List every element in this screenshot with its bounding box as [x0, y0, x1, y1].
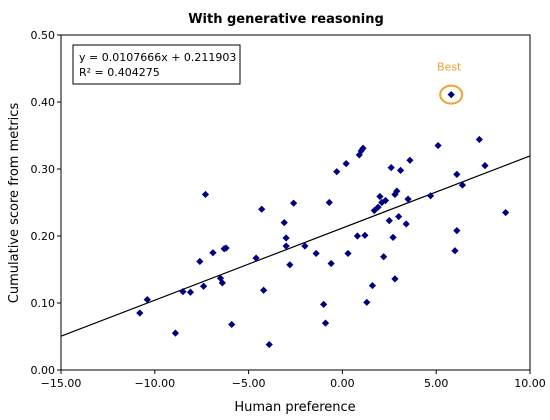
y-tick-label: 0.20 [31, 230, 56, 243]
y-tick-label: 0.40 [31, 96, 56, 109]
data-point [406, 156, 414, 164]
x-axis-ticks: −15.00 −10.00 −5.00 0.00 5.00 10.00 [41, 370, 546, 390]
y-tick-label: 0.50 [31, 29, 56, 42]
trendline [60, 155, 531, 337]
x-axis-label: Human preference [234, 400, 355, 415]
y-axis-ticks: 0.00 0.10 0.20 0.30 0.40 0.50 [31, 29, 61, 377]
data-point [361, 231, 369, 239]
data-point [380, 253, 388, 261]
y-tick-label: 0.30 [31, 163, 56, 176]
data-point [475, 135, 483, 144]
data-point [216, 274, 225, 282]
y-tick-label: 0.10 [31, 297, 56, 310]
data-point [321, 319, 330, 327]
data-point [385, 216, 393, 225]
data-point [426, 192, 435, 200]
data-point [434, 141, 442, 150]
data-point [453, 227, 461, 235]
data-point [453, 170, 461, 178]
data-point [381, 196, 390, 205]
data-point [481, 162, 489, 170]
data-point [389, 233, 397, 241]
data-point [222, 244, 230, 252]
data-point [199, 282, 208, 290]
data-point [282, 234, 290, 242]
data-point [301, 242, 309, 250]
chart-title: With generative reasoning [188, 12, 384, 27]
best-highlight-circle [439, 84, 464, 105]
data-point [357, 147, 365, 155]
data-point [171, 329, 180, 337]
data-point [402, 220, 410, 228]
x-tick-label: −5.00 [232, 377, 266, 390]
regression-equation-box: y = 0.0107666x + 0.211903 R² = 0.404275 [72, 44, 241, 85]
data-point [179, 288, 187, 296]
x-tick-label: −10.00 [134, 377, 175, 390]
data-point [391, 190, 399, 199]
best-annotation: Best [437, 61, 464, 105]
data-point [451, 247, 459, 255]
data-point [325, 198, 333, 207]
equation-frame [72, 44, 241, 85]
y-tick-label: 0.00 [31, 364, 56, 377]
data-point [286, 261, 294, 269]
data-point [320, 300, 328, 308]
data-point [209, 249, 217, 257]
data-point [333, 168, 341, 176]
data-point [280, 219, 288, 227]
data-point [136, 309, 144, 317]
data-point [327, 259, 335, 268]
data-point [201, 190, 210, 199]
best-label: Best [437, 61, 462, 74]
data-point [395, 212, 403, 221]
data-point [378, 198, 386, 207]
data-point [376, 192, 384, 201]
data-point [502, 208, 510, 217]
data-point [312, 249, 320, 258]
data-point [396, 166, 405, 174]
r-squared-line: R² = 0.404275 [79, 66, 160, 79]
equation-line: y = 0.0107666x + 0.211903 [79, 51, 236, 64]
data-point [252, 254, 260, 262]
data-point [342, 160, 350, 168]
data-point [344, 249, 352, 258]
data-point [265, 340, 273, 349]
data-point [393, 187, 401, 195]
data-point [228, 320, 236, 329]
x-tick-label: 5.00 [424, 377, 449, 390]
trendline-layer [60, 155, 531, 337]
y-axis-label: Cumulative score from metrics [7, 103, 22, 304]
data-point [143, 296, 151, 304]
x-tick-label: 0.00 [330, 377, 355, 390]
data-point [353, 232, 362, 240]
data-point [374, 203, 382, 211]
data-point [391, 275, 399, 283]
data-point [258, 205, 266, 213]
data-points [136, 91, 510, 349]
data-point [368, 281, 377, 290]
data-point [186, 288, 195, 296]
data-point [387, 164, 395, 172]
data-point [404, 195, 412, 203]
x-tick-label: −15.00 [41, 377, 82, 390]
data-point [290, 199, 298, 207]
data-point [196, 257, 204, 266]
data-point [359, 144, 367, 152]
data-point [458, 181, 467, 189]
data-point [218, 279, 226, 287]
data-point [363, 298, 371, 306]
data-point [447, 91, 455, 99]
x-tick-label: 10.00 [514, 377, 546, 390]
data-point [282, 242, 290, 250]
data-point [260, 286, 268, 294]
